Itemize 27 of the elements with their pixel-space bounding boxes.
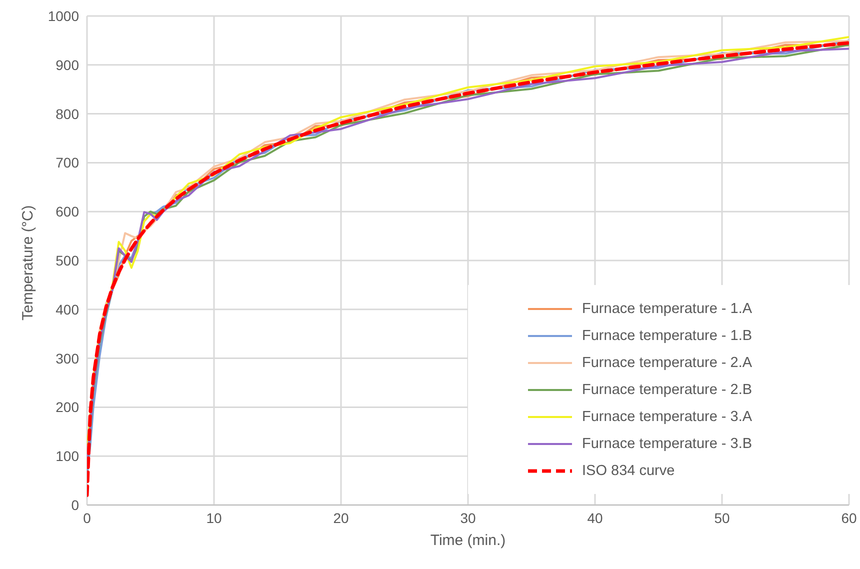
y-tick-label: 400: [56, 301, 80, 318]
y-tick-label: 100: [56, 448, 80, 464]
y-tick-label: 700: [56, 154, 80, 171]
x-axis-title: Time (min.): [430, 532, 506, 549]
legend-label: ISO 834 curve: [582, 462, 675, 478]
x-tick-label: 50: [714, 510, 730, 526]
x-tick-label: 20: [333, 510, 349, 526]
y-axis-title: Temperature (°C): [19, 205, 36, 320]
x-tick-label: 40: [587, 510, 603, 526]
y-tick-label: 1000: [48, 8, 80, 24]
x-tick-label: 60: [841, 510, 857, 526]
y-tick-label: 600: [56, 204, 80, 220]
y-tick-label: 500: [56, 252, 80, 268]
legend-label: Furnace temperature - 3.B: [582, 436, 752, 452]
legend-label: Furnace temperature - 1.B: [582, 328, 752, 344]
y-tick-label: 0: [71, 496, 80, 513]
legend-label: Furnace temperature - 2.A: [582, 354, 752, 370]
legend-label: Furnace temperature - 1.A: [582, 300, 752, 316]
y-tick-label: 800: [56, 106, 80, 122]
legend-label: Furnace temperature - 2.B: [582, 382, 752, 398]
legend-label: Furnace temperature - 3.A: [582, 408, 752, 424]
y-tick-label: 900: [56, 56, 80, 73]
x-tick-label: 10: [206, 510, 222, 526]
x-tick-label: 30: [460, 510, 476, 526]
y-tick-label: 300: [56, 350, 80, 366]
y-tick-label: 200: [56, 399, 80, 416]
x-tick-label: 0: [83, 510, 92, 526]
